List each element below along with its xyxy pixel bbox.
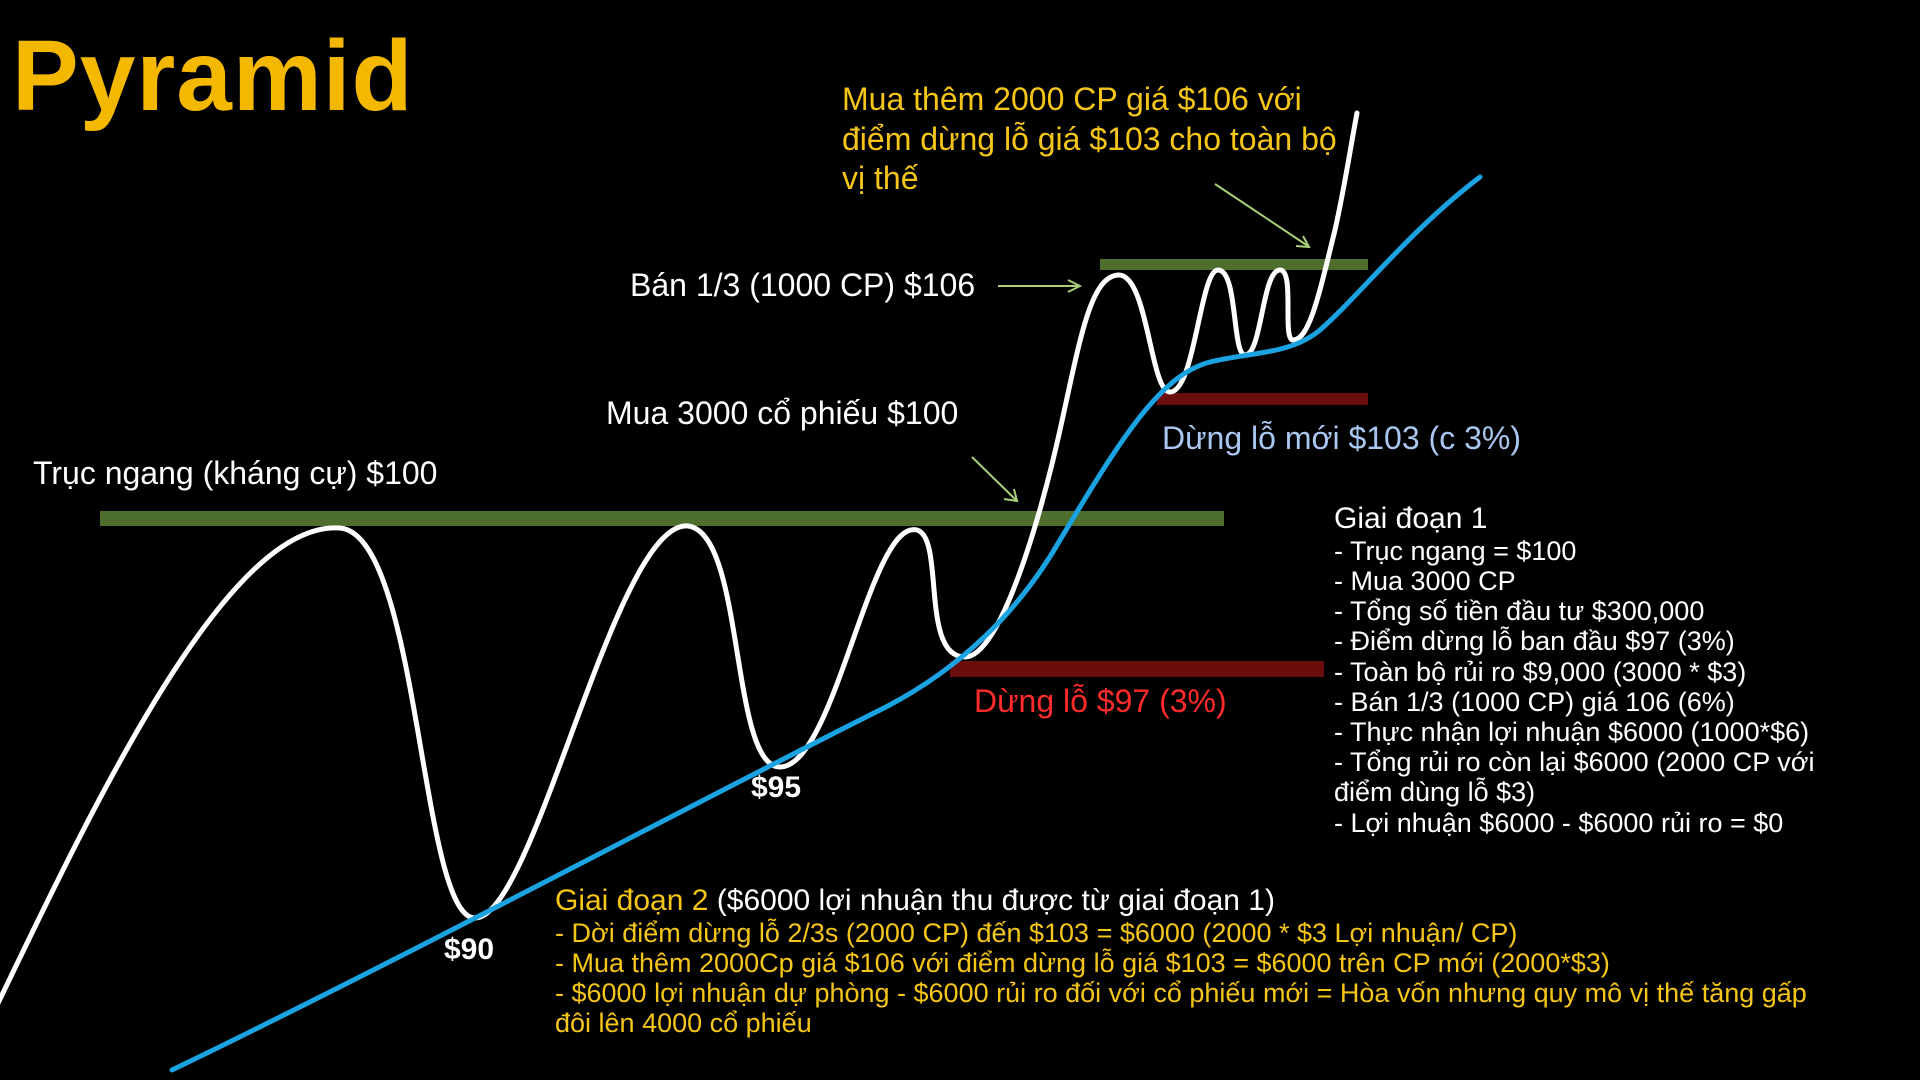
buy-more-label-line3: vị thế [842,160,919,196]
phase2-heading-label: Giai đoạn 2 [555,884,709,917]
sell-arrow-head [1067,279,1083,293]
phase1-heading: Giai đoạn 1 [1334,502,1488,535]
buy-more-label-line2: điểm dừng lỗ giá $103 cho toàn bộ [842,121,1337,157]
buy-arrow-head [1003,488,1019,503]
phase2-heading: Giai đoạn 2 ($6000 lợi nhuận thu được từ… [555,884,1807,918]
phase1-item: - Thực nhận lợi nhuận $6000 (1000*$6) [1334,717,1810,747]
initial-stop-label: Dừng lỗ $97 (3%) [974,683,1227,719]
price-label-95: $95 [751,771,802,804]
phase1-item: - Tổng rủi ro còn lại $6000 (2000 CP với [1334,747,1815,778]
phase1-item: - Bán 1/3 (1000 CP) giá 106 (6%) [1334,686,1735,717]
initial-stop-line [950,661,1324,677]
new-stop-line [1157,393,1368,405]
phase2-item: - Mua thêm 2000Cp giá $106 với điểm dừng… [555,947,1610,978]
phase2-heading-detail: ($6000 lợi nhuận thu được từ giai đoạn 1… [708,884,1275,917]
phase1-item: - Toàn bộ rủi ro $9,000 (3000 * $3) [1334,656,1747,687]
buy-more-label-line1: Mua thêm 2000 CP giá $106 với [842,81,1302,117]
phase2-item: - $6000 lợi nhuận dự phòng - $6000 rủi r… [555,978,1807,1009]
phase1-item: - Điểm dừng lỗ ban đầu $97 (3%) [1334,626,1735,657]
sell-third-label: Bán 1/3 (1000 CP) $106 [630,267,976,303]
buy-more-arrow-head [1295,235,1311,249]
new-stop-label: Dừng lỗ mới $103 (c 3%) [1162,420,1521,456]
resistance-label: Trục ngang (kháng cự) $100 [33,455,438,491]
upper-resistance-line [1100,259,1368,270]
arrows [971,183,1311,503]
phase1-item: - Lợi nhuận $6000 - $6000 rủi ro = $0 [1334,807,1784,838]
buy-arrow-shaft [971,456,1017,501]
phase2-item: - Dời điểm dừng lỗ 2/3s (2000 CP) đến $1… [555,917,1518,948]
phase2-item: đôi lên 4000 cổ phiếu [555,1008,812,1039]
phase1-item: - Trục ngang = $100 [1334,535,1577,566]
phase1-item: - Mua 3000 CP [1334,565,1516,596]
phase1-summary: Giai đoạn 1 - Trục ngang = $100 - Mua 30… [1334,502,1814,838]
trend-curve [169,174,1483,1073]
phase2-summary: Giai đoạn 2 ($6000 lợi nhuận thu được từ… [555,884,1807,1039]
buy-initial-label: Mua 3000 cổ phiếu $100 [606,395,959,431]
price-curve [0,110,1360,1005]
phase1-item: điểm dùng lỗ $3) [1334,777,1536,808]
phase1-item: - Tổng số tiền đầu tư $300,000 [1334,596,1705,627]
price-label-90: $90 [444,933,495,966]
buy-more-arrow-shaft [1214,183,1309,247]
page-title: Pyramid [12,20,414,132]
resistance-line [100,511,1224,526]
